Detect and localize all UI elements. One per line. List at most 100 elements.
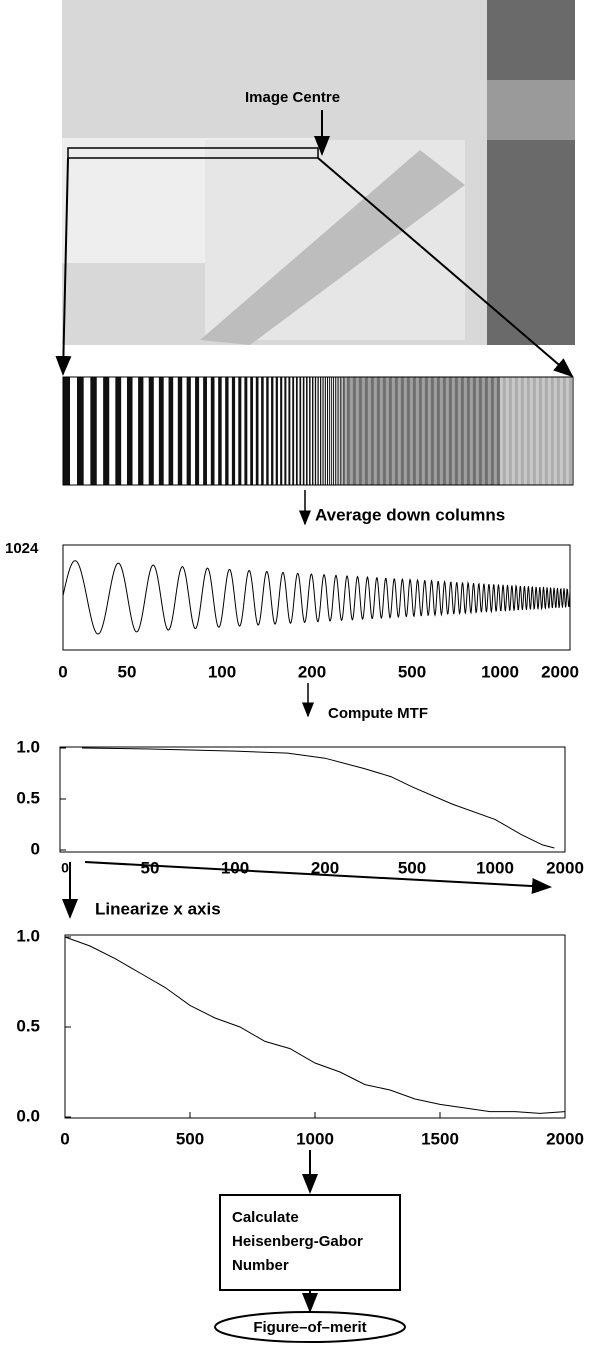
- stripe: [429, 377, 431, 485]
- stripe: [540, 377, 541, 485]
- stripe: [399, 377, 401, 485]
- stripe: [543, 377, 545, 485]
- y-tick-label: 0.5: [16, 788, 40, 807]
- stripe: [210, 377, 215, 485]
- stripe: [548, 377, 550, 485]
- stripe: [407, 377, 408, 485]
- stripe: [451, 377, 453, 485]
- stripe: [231, 377, 236, 485]
- stripe: [507, 377, 509, 485]
- stripe: [103, 377, 110, 485]
- stripe: [368, 377, 370, 485]
- stripe: [438, 377, 439, 485]
- stripe: [557, 377, 558, 485]
- stripe: [302, 377, 305, 485]
- stripe: [255, 377, 259, 485]
- stripe: [353, 377, 354, 485]
- stripe: [445, 377, 447, 485]
- stripe: [437, 377, 438, 485]
- stripe: [369, 377, 371, 485]
- step-label: Compute MTF: [328, 705, 428, 722]
- stripe: [386, 377, 388, 485]
- stripe: [334, 377, 336, 485]
- stripe: [554, 377, 556, 485]
- stripe: [506, 377, 508, 485]
- x-tick-label: 50: [118, 662, 137, 681]
- stripe: [415, 377, 417, 485]
- box-line: Heisenberg-Gabor: [232, 1233, 363, 1250]
- stripe: [403, 377, 405, 485]
- stripe: [266, 377, 269, 485]
- stripe: [547, 377, 549, 485]
- step-label: Linearize x axis: [95, 899, 221, 918]
- stripe: [428, 377, 430, 485]
- stripe: [475, 377, 477, 485]
- photo: [62, 0, 575, 345]
- stripe: [379, 377, 381, 485]
- x-tick-label: 2000: [541, 662, 579, 681]
- stripe: [459, 377, 461, 485]
- stripe: [531, 377, 533, 485]
- stripe: [467, 377, 468, 485]
- stripe: [431, 377, 432, 485]
- stripe: [559, 377, 561, 485]
- stripe: [410, 377, 412, 485]
- stripe: [477, 377, 479, 485]
- stripe: [500, 377, 502, 485]
- stripe: [390, 377, 391, 485]
- stripe: [349, 377, 351, 485]
- stripe: [168, 377, 174, 485]
- stripe: [244, 377, 248, 485]
- stripe: [148, 377, 154, 485]
- y-tick-label: 0.5: [16, 1016, 40, 1035]
- stripe: [497, 377, 498, 485]
- stripe: [351, 377, 353, 485]
- mtf-curve: [81, 747, 555, 849]
- stripe: [446, 377, 448, 485]
- stripe: [416, 377, 418, 485]
- stripe: [452, 377, 454, 485]
- stripe: [570, 377, 571, 485]
- stripe: [271, 377, 274, 485]
- stripe: [90, 377, 97, 485]
- y-tick-label: 1.0: [16, 737, 40, 756]
- stripe: [63, 377, 70, 485]
- stripe: [555, 377, 557, 485]
- stripe: [362, 377, 364, 485]
- stripe: [517, 377, 519, 485]
- x-tick-label: 0: [58, 662, 67, 681]
- stripe: [501, 377, 503, 485]
- stripe: [261, 377, 264, 485]
- stripe: [558, 377, 559, 485]
- step-label: Average down columns: [315, 505, 505, 524]
- stripe: [523, 377, 525, 485]
- stripe: [468, 377, 469, 485]
- stripe: [499, 377, 501, 485]
- stripe: [525, 377, 527, 485]
- stripe: [434, 377, 436, 485]
- stripe: [426, 377, 427, 485]
- stripe: [427, 377, 429, 485]
- x-tick-label: 0: [61, 860, 69, 876]
- stripe: [414, 377, 415, 485]
- stripe: [381, 377, 383, 485]
- stripe: [567, 377, 569, 485]
- stripe: [347, 377, 348, 485]
- x-tick-label: 100: [208, 662, 236, 681]
- stripe: [372, 377, 373, 485]
- stripe: [440, 377, 442, 485]
- stripe: [345, 377, 347, 485]
- stripe: [552, 377, 553, 485]
- stripe: [333, 377, 335, 485]
- stripe: [504, 377, 505, 485]
- stripe: [533, 377, 534, 485]
- profile-curve: [62, 560, 571, 635]
- stripe: [505, 377, 507, 485]
- stripe: [397, 377, 399, 485]
- stripe: [524, 377, 526, 485]
- stripe: [541, 377, 543, 485]
- stripe: [447, 377, 449, 485]
- stripe: [378, 377, 379, 485]
- stripe: [563, 377, 564, 485]
- stripe: [392, 377, 394, 485]
